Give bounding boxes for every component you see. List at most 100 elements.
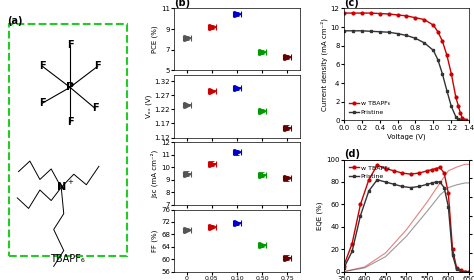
Pristine xyxy=(412,37,418,40)
Text: P: P xyxy=(66,82,74,92)
Pristine xyxy=(383,180,388,184)
Y-axis label: Vₒₓ (V): Vₒₓ (V) xyxy=(145,95,152,118)
Text: TBAPF₆: TBAPF₆ xyxy=(50,254,85,264)
w TBAPF₆ xyxy=(425,169,430,172)
w TBAPF₆ xyxy=(341,11,346,15)
w TBAPF₆ xyxy=(429,168,435,171)
w TBAPF₆ xyxy=(433,167,438,170)
Legend: w TBAPF₆, Pristine: w TBAPF₆, Pristine xyxy=(347,98,392,117)
Pristine xyxy=(404,34,410,37)
w TBAPF₆ xyxy=(357,203,363,206)
w TBAPF₆ xyxy=(377,12,383,15)
X-axis label: Voltage (V): Voltage (V) xyxy=(387,133,426,140)
w TBAPF₆ xyxy=(395,13,401,17)
Pristine xyxy=(425,183,430,186)
w TBAPF₆ xyxy=(350,11,356,15)
Pristine xyxy=(391,183,397,186)
Text: F: F xyxy=(94,61,101,71)
w TBAPF₆ xyxy=(391,169,397,172)
w TBAPF₆ xyxy=(366,178,372,181)
Pristine xyxy=(386,31,392,34)
Pristine xyxy=(435,58,441,61)
Text: F: F xyxy=(39,98,46,108)
Text: (a): (a) xyxy=(7,16,23,26)
Y-axis label: FF (%): FF (%) xyxy=(152,229,158,252)
Pristine xyxy=(349,250,355,253)
w TBAPF₆ xyxy=(437,166,443,169)
Pristine xyxy=(429,181,435,185)
Pristine xyxy=(408,186,413,189)
Text: F: F xyxy=(92,103,99,113)
w TBAPF₆ xyxy=(461,118,467,122)
Pristine xyxy=(437,180,443,184)
Pristine xyxy=(462,270,468,273)
Text: F: F xyxy=(67,40,73,50)
w TBAPF₆ xyxy=(453,95,459,99)
w TBAPF₆ xyxy=(462,270,468,273)
w TBAPF₆ xyxy=(459,116,465,119)
w TBAPF₆ xyxy=(439,39,445,43)
Text: +: + xyxy=(68,82,74,88)
Pristine xyxy=(454,268,460,271)
w TBAPF₆ xyxy=(441,171,447,175)
Text: (b): (b) xyxy=(174,0,191,8)
w TBAPF₆ xyxy=(412,16,418,19)
w TBAPF₆ xyxy=(421,18,427,21)
Pristine xyxy=(458,270,464,273)
w TBAPF₆ xyxy=(368,11,374,15)
w TBAPF₆ xyxy=(457,111,463,115)
Pristine xyxy=(368,30,374,33)
w TBAPF₆ xyxy=(359,11,365,15)
Y-axis label: PCE (%): PCE (%) xyxy=(152,26,158,53)
Pristine xyxy=(441,186,447,189)
Pristine xyxy=(359,29,365,32)
Pristine xyxy=(448,105,454,108)
Text: +: + xyxy=(67,179,73,185)
Pristine xyxy=(374,178,380,181)
Pristine xyxy=(457,119,463,122)
Y-axis label: Current density (mA cm⁻²): Current density (mA cm⁻²) xyxy=(320,18,328,111)
Pristine xyxy=(400,185,405,188)
Y-axis label: EQE (%): EQE (%) xyxy=(317,201,323,230)
w TBAPF₆ xyxy=(466,270,472,273)
w TBAPF₆ xyxy=(374,164,380,167)
w TBAPF₆ xyxy=(444,53,450,57)
w TBAPF₆ xyxy=(454,267,460,270)
Pristine xyxy=(444,89,450,92)
w TBAPF₆ xyxy=(416,171,422,175)
Line: Pristine: Pristine xyxy=(342,29,462,122)
w TBAPF₆ xyxy=(400,171,405,175)
Pristine xyxy=(439,72,445,75)
Line: w TBAPF₆: w TBAPF₆ xyxy=(342,12,467,122)
Pristine xyxy=(466,270,472,273)
Pristine xyxy=(453,115,459,118)
Pristine xyxy=(433,180,438,184)
Pristine xyxy=(341,29,346,32)
w TBAPF₆ xyxy=(404,14,410,18)
Pristine xyxy=(430,49,436,52)
w TBAPF₆ xyxy=(456,105,461,108)
Pristine xyxy=(395,32,401,35)
w TBAPF₆ xyxy=(458,269,464,272)
Pristine xyxy=(357,214,363,217)
Pristine xyxy=(377,30,383,33)
Text: (d): (d) xyxy=(344,149,360,159)
Text: N: N xyxy=(56,182,66,192)
Pristine xyxy=(341,267,346,270)
Y-axis label: Jsc (mA cm⁻²): Jsc (mA cm⁻²) xyxy=(151,150,158,198)
w TBAPF₆ xyxy=(450,248,456,251)
w TBAPF₆ xyxy=(383,167,388,170)
Text: F: F xyxy=(39,61,46,71)
Pristine xyxy=(446,205,451,208)
w TBAPF₆ xyxy=(448,72,454,75)
Pristine xyxy=(421,41,427,45)
Line: w TBAPF₆: w TBAPF₆ xyxy=(342,164,471,273)
Text: F: F xyxy=(67,116,73,127)
w TBAPF₆ xyxy=(386,12,392,16)
Pristine xyxy=(450,253,456,256)
w TBAPF₆ xyxy=(463,119,468,122)
Line: Pristine: Pristine xyxy=(342,178,471,273)
w TBAPF₆ xyxy=(408,172,413,176)
Pristine xyxy=(456,118,461,121)
w TBAPF₆ xyxy=(341,264,346,268)
